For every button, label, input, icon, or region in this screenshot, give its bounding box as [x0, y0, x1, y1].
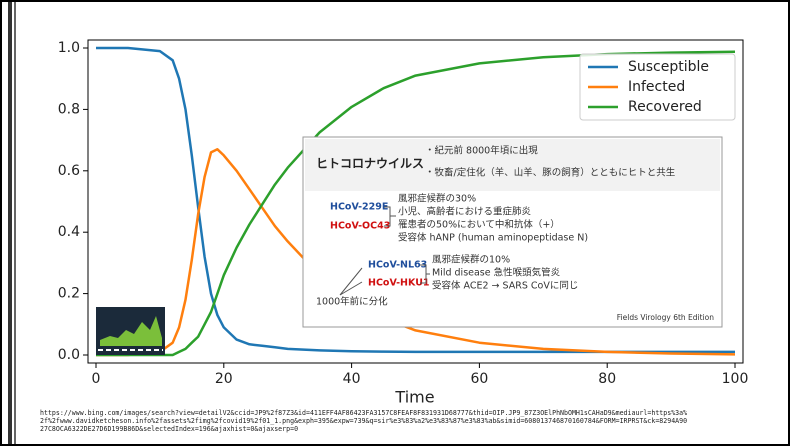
note: 風邪症候群の10%: [432, 254, 510, 266]
y-tick-label: 1.0: [58, 40, 80, 56]
url-text: 2f%2fwww.davidketcheson.info%2fassets%2f…: [40, 417, 687, 425]
virus-name: HCoV-229E: [330, 202, 388, 213]
x-tick-label: 60: [470, 371, 488, 387]
source: Fields Virology 6th Edition: [617, 313, 714, 322]
legend-label: Recovered: [628, 99, 702, 115]
note: 罹患者の50%において中和抗体（+）: [398, 219, 560, 231]
note: 風邪症候群の30%: [398, 193, 476, 205]
y-tick-label: 0.2: [58, 286, 80, 302]
note: 1000年前に分化: [316, 296, 388, 308]
y-tick-label: 0.8: [58, 101, 80, 117]
note: 受容体 ACE2 → SARS CoVに同じ: [432, 280, 578, 292]
side-bar: [14, 2, 16, 444]
x-axis-label: Time: [394, 388, 434, 407]
x-tick-label: 40: [343, 371, 361, 387]
virus-name: HCoV-OC43: [330, 221, 390, 232]
note: 小児、高齢者における重症肺炎: [398, 206, 532, 218]
virus-name: HCoV-NL63: [368, 260, 427, 271]
legend-label: Infected: [628, 79, 685, 95]
x-tick-label: 80: [598, 371, 616, 387]
note: 受容体 hANP (human aminopeptidase N): [398, 232, 588, 244]
x-tick-label: 0: [92, 371, 101, 387]
side-bar: [8, 2, 12, 444]
note: Mild disease 急性喉頭気管炎: [432, 267, 561, 279]
inset-slide: ヒトコロナウイルス ・紀元前 8000年頃に出現 ・牧畜/定住化（羊、山羊、豚の…: [303, 137, 722, 327]
slide-bullet: ・牧畜/定住化（羊、山羊、豚の飼育）とともにヒトと共生: [425, 167, 676, 179]
url-text: https://www.bing.com/images/search?view=…: [40, 409, 687, 417]
x-tick-label: 20: [215, 371, 233, 387]
thumbnail: [96, 307, 165, 355]
page: {"chart_data": {"type": "line", "xlabel"…: [0, 0, 790, 446]
y-tick-label: 0.0: [58, 347, 80, 363]
url-text: 27C8OCA6322DE27D6D199B86D&selectedIndex=…: [40, 425, 298, 433]
screenshot: 0.0 0.2 0.4 0.6 0.8 1.0 0 20 40 60 80 100 Susceptibl…: [0, 0, 790, 446]
x-tick-label: 100: [722, 371, 749, 387]
y-tick-label: 0.6: [58, 163, 80, 179]
y-tick-label: 0.4: [58, 224, 80, 240]
slide-title: ヒトコロナウイルス: [316, 157, 424, 171]
legend-label: Susceptible: [628, 59, 709, 75]
slide-bullet: ・紀元前 8000年頃に出現: [425, 145, 538, 157]
